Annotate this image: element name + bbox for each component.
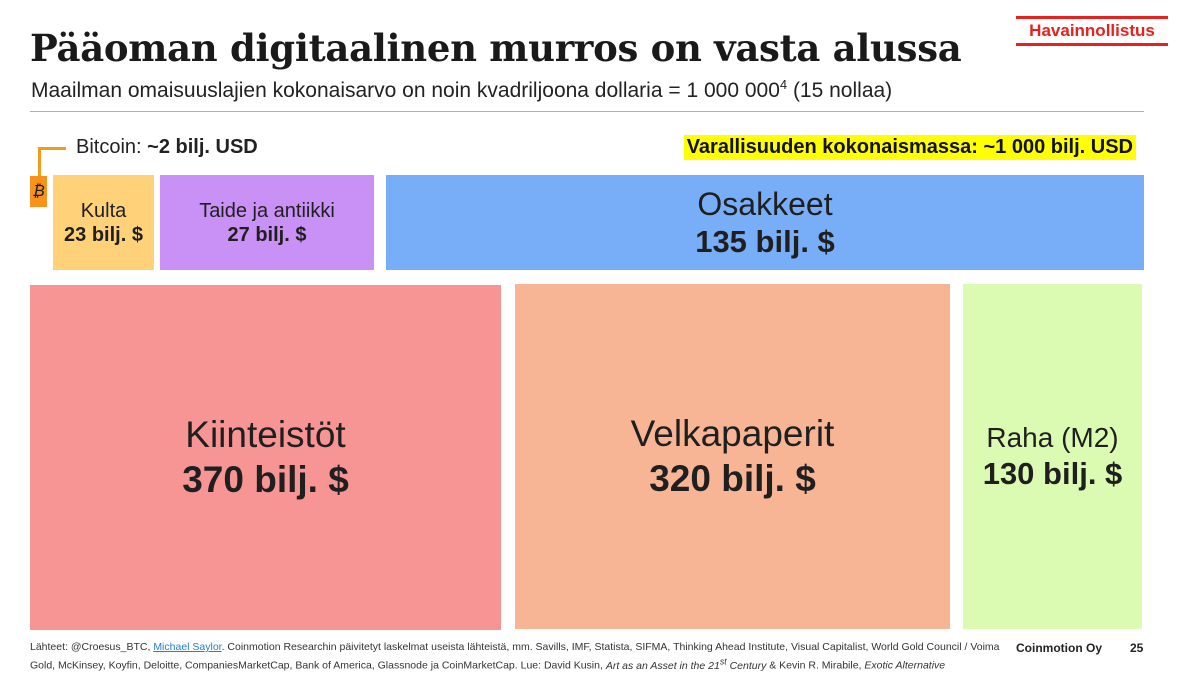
sources-footnote: Lähteet: @Croesus_BTC, Michael Saylor. C… xyxy=(30,640,1002,675)
treemap-tile-kiinteistöt: Kiinteistöt 370 bilj. $ xyxy=(30,285,501,630)
illustration-badge: Havainnollistus xyxy=(1016,16,1168,46)
book1-title-text: Art as an Asset in the 21 xyxy=(605,659,720,672)
sources-end: . xyxy=(87,674,90,675)
treemap-tile-velkapaperit: Velkapaperit 320 bilj. $ xyxy=(515,284,950,629)
tile-name: Kulta xyxy=(80,199,127,222)
bitcoin-label: Bitcoin: ~2 bilj. USD xyxy=(76,136,258,159)
page-subtitle: Maailman omaisuuslajien kokonaisarvo on … xyxy=(31,77,893,103)
subtitle-text: Maailman omaisuuslajien kokonaisarvo on … xyxy=(31,79,780,102)
tile-value: 370 bilj. $ xyxy=(182,458,349,500)
subtitle-superscript: 4 xyxy=(779,77,788,92)
bitcoin-label-name: Bitcoin: xyxy=(76,136,148,158)
sources-between: & Kevin R. Mirabile, xyxy=(766,659,865,672)
treemap-tile-osakkeet: Osakkeet 135 bilj. $ xyxy=(386,175,1144,270)
subtitle-suffix: (15 nollaa) xyxy=(787,79,893,102)
bitcoin-connector-vertical xyxy=(38,147,41,177)
sources-prefix: Lähteet: @Croesus_BTC, xyxy=(30,641,154,653)
treemap-tile-kulta: Kulta 23 bilj. $ xyxy=(53,175,154,270)
tile-value: 320 bilj. $ xyxy=(649,457,816,499)
book1-title-sup: st xyxy=(719,656,727,666)
tile-name: Kiinteistöt xyxy=(185,414,346,456)
tile-value: 23 bilj. $ xyxy=(64,223,143,246)
tile-value: 130 bilj. $ xyxy=(982,455,1123,491)
header-divider xyxy=(30,111,1144,112)
page-title: Pääoman digitaalinen murros on vasta alu… xyxy=(30,26,962,70)
michael-saylor-link[interactable]: Michael Saylor xyxy=(153,641,222,653)
book2-title: Exotic Alternative Investments xyxy=(30,659,946,675)
total-wealth-highlight: Varallisuuden kokonaismassa: ~1 000 bilj… xyxy=(683,135,1136,160)
treemap-tile-taide-ja-antiikki: Taide ja antiikki 27 bilj. $ xyxy=(160,175,374,270)
sources-rest: . Coinmotion Researchin päivitetyt laske… xyxy=(30,641,1000,672)
tile-value: 27 bilj. $ xyxy=(227,223,307,246)
bitcoin-icon: ₿ xyxy=(30,176,47,207)
book1-title-end: Century xyxy=(726,659,767,672)
tile-name: Raha (M2) xyxy=(986,422,1119,454)
book1-title: Art as an Asset in the 21st Century xyxy=(605,656,767,672)
tile-name: Taide ja antiikki xyxy=(199,199,335,222)
bitcoin-connector-horizontal xyxy=(38,147,66,150)
bitcoin-label-value: ~2 bilj. USD xyxy=(147,136,258,158)
page-number: 25 xyxy=(1130,641,1144,655)
tile-value: 135 bilj. $ xyxy=(695,224,835,260)
treemap-tile-raha-m2: Raha (M2) 130 bilj. $ xyxy=(963,284,1142,629)
company-name: Coinmotion Oy xyxy=(1016,641,1102,655)
tile-name: Velkapaperit xyxy=(630,413,835,455)
tile-name: Osakkeet xyxy=(697,185,833,222)
